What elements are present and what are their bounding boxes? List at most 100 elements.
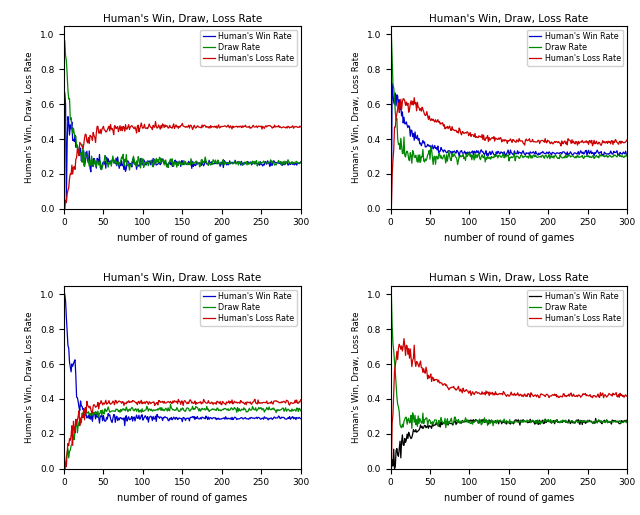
Draw Rate <box>260 409 268 415</box>
Human's Loss Rate <box>61 459 69 465</box>
Human's Win Rate <box>387 466 395 472</box>
Title: Human's Win, Draw, Loss Rate: Human's Win, Draw, Loss Rate <box>102 13 262 24</box>
Y-axis label: Human's Win, Draw, Loss Rate: Human's Win, Draw, Loss Rate <box>26 52 35 183</box>
Human's Win Rate <box>275 414 283 420</box>
Y-axis label: Human's Win, Draw, Loss Rate: Human's Win, Draw, Loss Rate <box>26 312 35 443</box>
Human's Win Rate <box>206 160 214 166</box>
Human's Win Rate <box>529 149 536 156</box>
Human's Loss Rate <box>587 394 595 400</box>
Draw Rate <box>202 406 210 413</box>
Human's Win Rate <box>528 419 536 425</box>
Human's Win Rate <box>587 148 595 154</box>
Line: Draw Rate: Draw Rate <box>391 295 627 428</box>
Human's Loss Rate <box>202 123 209 129</box>
Human's Win Rate <box>388 80 396 87</box>
Draw Rate <box>275 159 283 165</box>
Human's Loss Rate <box>602 393 610 399</box>
Human's Win Rate <box>202 159 210 165</box>
Human's Loss Rate <box>387 205 395 212</box>
Draw Rate <box>388 55 396 61</box>
X-axis label: number of round of games: number of round of games <box>117 233 248 243</box>
Line: Human's Loss Rate: Human's Loss Rate <box>391 338 627 469</box>
Title: Human's Win, Draw. Loss Rate: Human's Win, Draw. Loss Rate <box>103 273 262 283</box>
Human's Win Rate <box>389 91 397 97</box>
Human's Win Rate <box>206 415 214 421</box>
Draw Rate <box>202 407 209 413</box>
Draw Rate <box>602 153 610 160</box>
Human's Win Rate <box>532 418 540 424</box>
Draw Rate <box>275 407 283 414</box>
Draw Rate <box>387 291 395 298</box>
Draw Rate <box>408 425 416 432</box>
Human's Win Rate <box>260 162 268 168</box>
Human's Loss Rate <box>388 171 396 178</box>
Human's Win Rate <box>602 151 610 157</box>
Human's Win Rate <box>602 419 610 425</box>
Human's Win Rate <box>532 150 540 157</box>
Y-axis label: Human's Win, Draw, Loss Rate: Human's Win, Draw, Loss Rate <box>352 312 361 443</box>
Human's Win Rate <box>61 298 69 304</box>
Human's Loss Rate <box>623 393 631 399</box>
Line: Human's Win Rate: Human's Win Rate <box>391 83 627 209</box>
Human's Win Rate <box>202 416 209 422</box>
Human's Win Rate <box>275 160 283 166</box>
Draw Rate <box>454 161 461 167</box>
Draw Rate <box>532 154 540 160</box>
Y-axis label: Human's Win, Draw, Loss Rate: Human's Win, Draw, Loss Rate <box>352 52 361 183</box>
Human's Win Rate <box>623 420 631 426</box>
Draw Rate <box>387 31 395 38</box>
Draw Rate <box>260 159 268 165</box>
Human's Loss Rate <box>200 398 208 404</box>
Human's Loss Rate <box>529 392 536 398</box>
Human's Loss Rate <box>152 118 159 125</box>
Human's Win Rate <box>387 205 395 212</box>
Line: Human's Win Rate: Human's Win Rate <box>65 93 301 200</box>
Human's Loss Rate <box>260 125 268 131</box>
Draw Rate <box>529 417 536 423</box>
Human's Loss Rate <box>529 136 536 143</box>
Draw Rate <box>61 466 68 472</box>
Legend: Human's Win Rate, Draw Rate, Human's Loss Rate: Human's Win Rate, Draw Rate, Human's Los… <box>200 30 296 65</box>
Draw Rate <box>61 53 69 59</box>
Human's Win Rate <box>528 150 536 156</box>
Human's Loss Rate <box>61 466 68 472</box>
Human's Loss Rate <box>61 205 68 212</box>
Draw Rate <box>623 419 631 425</box>
Draw Rate <box>388 322 396 329</box>
Draw Rate <box>528 418 536 424</box>
Human's Loss Rate <box>297 124 305 130</box>
Human's Loss Rate <box>532 139 540 145</box>
Draw Rate <box>206 407 214 414</box>
Draw Rate <box>297 408 305 414</box>
Draw Rate <box>61 38 68 44</box>
Human's Win Rate <box>61 291 68 298</box>
Draw Rate <box>528 153 536 159</box>
Human's Loss Rate <box>275 124 283 130</box>
Line: Human's Loss Rate: Human's Loss Rate <box>391 98 627 209</box>
Human's Win Rate <box>527 419 535 425</box>
Draw Rate <box>166 402 174 408</box>
Human's Loss Rate <box>275 400 283 406</box>
Human's Win Rate <box>202 413 210 419</box>
Line: Draw Rate: Draw Rate <box>65 405 301 469</box>
Human's Win Rate <box>297 416 305 422</box>
Draw Rate <box>125 167 133 173</box>
X-axis label: number of round of games: number of round of games <box>117 493 248 503</box>
Line: Human's Loss Rate: Human's Loss Rate <box>65 399 301 469</box>
Human's Loss Rate <box>205 400 213 406</box>
Draw Rate <box>529 154 536 161</box>
X-axis label: number of round of games: number of round of games <box>444 233 574 243</box>
Line: Human's Loss Rate: Human's Loss Rate <box>65 122 301 209</box>
Human's Loss Rate <box>388 420 396 426</box>
Human's Win Rate <box>63 197 70 203</box>
Human's Loss Rate <box>202 124 210 130</box>
Line: Human's Win Rate: Human's Win Rate <box>65 295 301 425</box>
Draw Rate <box>206 161 214 167</box>
Draw Rate <box>602 418 610 424</box>
Human's Loss Rate <box>206 125 214 131</box>
Human's Loss Rate <box>400 335 408 341</box>
Human's Loss Rate <box>602 139 610 145</box>
Human's Loss Rate <box>410 95 418 101</box>
Human's Loss Rate <box>532 393 540 400</box>
Human's Loss Rate <box>387 466 395 472</box>
